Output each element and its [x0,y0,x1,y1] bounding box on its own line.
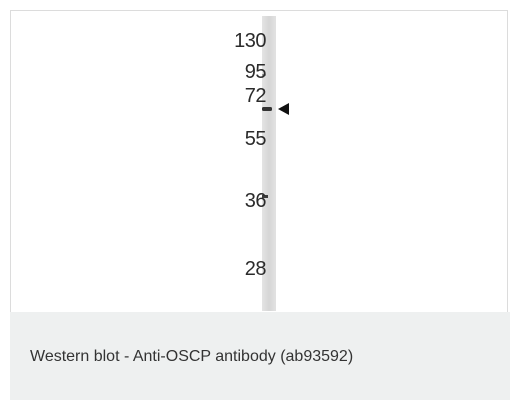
blot-figure-frame: 130 95 72 55 36 28 [10,10,508,312]
western-blot-image [262,16,289,311]
marker-label-55: 55 [244,128,267,150]
caption-panel: Western blot - Anti-OSCP antibody (ab935… [10,312,510,400]
blot-band [262,107,272,111]
marker-tick-36 [262,195,268,198]
marker-tick-95 [262,74,266,76]
marker-label-28: 28 [244,258,267,280]
arrowhead-icon [278,103,289,115]
marker-label-36: 36 [244,190,267,212]
marker-label-72: 72 [244,85,267,107]
blot-lane [262,16,276,311]
marker-label-95: 95 [244,61,267,83]
marker-label-130: 130 [234,30,266,52]
figure-caption: Western blot - Anti-OSCP antibody (ab935… [30,348,354,365]
